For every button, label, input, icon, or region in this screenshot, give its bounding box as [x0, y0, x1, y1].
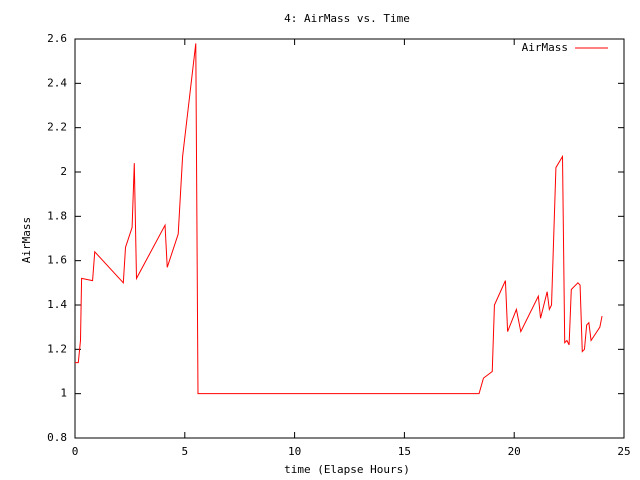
x-tick-label: 5: [181, 445, 188, 458]
y-tick-label: 1.4: [47, 298, 67, 311]
y-tick-label: 2.2: [47, 121, 67, 134]
y-tick-label: 2.6: [47, 32, 67, 45]
y-tick-label: 1.8: [47, 209, 67, 222]
y-tick-label: 1.6: [47, 254, 67, 267]
chart-title: 4: AirMass vs. Time: [284, 12, 410, 25]
x-tick-label: 10: [288, 445, 301, 458]
y-tick-label: 2: [60, 165, 67, 178]
x-tick-label: 0: [72, 445, 79, 458]
x-tick-label: 25: [617, 445, 630, 458]
plot-border: [74, 38, 625, 439]
x-axis-label: time (Elapse Hours): [284, 463, 410, 476]
x-tick-label: 20: [508, 445, 521, 458]
y-axis-label: AirMass: [20, 217, 33, 263]
y-tick-label: 1: [60, 387, 67, 400]
y-tick-label: 2.4: [47, 76, 67, 89]
legend-label: AirMass: [522, 41, 568, 54]
y-tick-label: 1.2: [47, 342, 67, 355]
data-line: [75, 43, 603, 395]
x-tick-label: 15: [398, 445, 411, 458]
y-tick-label: 0.8: [47, 431, 67, 444]
